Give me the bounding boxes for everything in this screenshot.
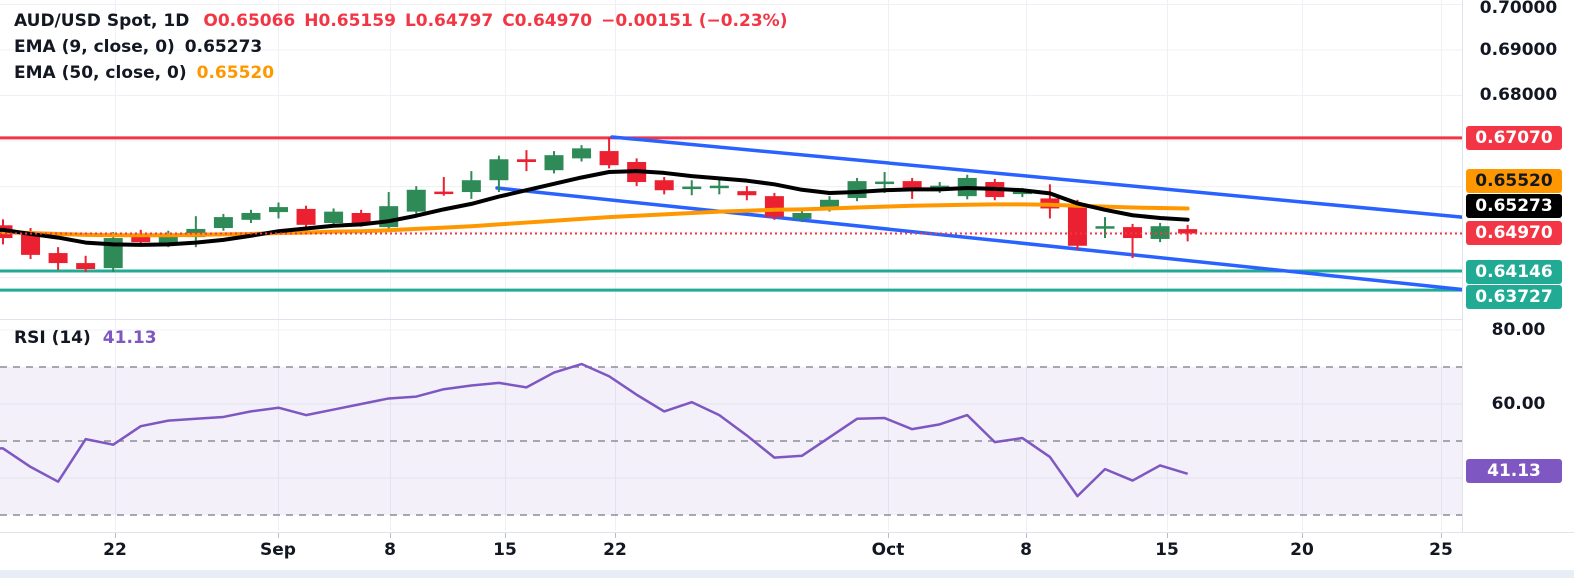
time-axis-label: 15 <box>1155 540 1179 560</box>
candle-body-up <box>489 159 509 181</box>
time-axis-label: 8 <box>1020 540 1032 560</box>
ema50-label: EMA (50, close, 0) <box>14 63 187 83</box>
ema9-label: EMA (9, close, 0) <box>14 37 175 57</box>
time-axis-tick <box>390 533 391 538</box>
candle-body-up <box>213 217 233 229</box>
candle-body-down <box>351 212 371 224</box>
candle-body-down <box>1123 227 1143 239</box>
close-value: C0.64970 <box>502 11 593 31</box>
candle-body-up <box>406 189 426 212</box>
rsi-label: RSI (14) <box>14 328 91 348</box>
ema50-line[interactable] <box>0 202 1190 238</box>
time-axis-tick <box>115 533 116 538</box>
candle-body-down <box>902 181 922 191</box>
candle-body-up <box>269 207 288 213</box>
high-value: H0.65159 <box>304 11 396 31</box>
trendline[interactable] <box>610 135 1464 219</box>
candle-body-down <box>516 159 536 163</box>
low-value: L0.64797 <box>404 11 494 31</box>
candle-body-down <box>434 191 454 195</box>
time-axis-tick <box>615 533 616 538</box>
candle-body-down <box>737 191 757 196</box>
candle-body-up <box>461 180 481 193</box>
price-axis-label: 0.70000 <box>1479 0 1558 18</box>
ema9-line[interactable] <box>0 169 1190 247</box>
price-axis-label: 0.69000 <box>1479 40 1558 60</box>
price-axis-badge: 0.65273 <box>1466 194 1562 218</box>
ema50-row[interactable]: EMA (50, close, 0) 0.65520 <box>14 60 796 86</box>
bottom-strip <box>0 570 1574 578</box>
candle-body-down <box>1067 204 1087 246</box>
candle-body-up <box>324 211 344 224</box>
time-axis-tick <box>505 533 506 538</box>
time-axis-label: Oct <box>871 540 905 560</box>
pane-separator[interactable] <box>0 319 1574 320</box>
rsi-axis-badge: 41.13 <box>1466 459 1562 483</box>
candle-body-down <box>76 263 96 269</box>
price-axis[interactable]: 0.70000 0.69000 0.68000 0.67070 0.65520 0.652… <box>1463 0 1574 532</box>
candle-body-up <box>847 181 867 198</box>
symbol-row[interactable]: AUD/USD Spot, 1D O0.65066 H0.65159 L0.64797… <box>14 8 796 34</box>
candle-body-up <box>1012 191 1032 195</box>
candle-body-down <box>131 235 151 243</box>
candle-body-down <box>599 151 619 166</box>
candle-body-down <box>654 180 674 191</box>
candle-body-down <box>48 253 68 264</box>
price-axis-badge: 0.65520 <box>1466 169 1562 193</box>
candle-body-up <box>682 186 702 190</box>
time-axis-label: 15 <box>493 540 517 560</box>
trendline[interactable] <box>495 186 1464 292</box>
time-axis-label: 22 <box>103 540 127 560</box>
candle-body-up <box>241 212 261 220</box>
price-axis-separator <box>1462 0 1463 532</box>
price-axis-badge: 0.67070 <box>1466 126 1562 150</box>
price-axis-badge: 0.64146 <box>1466 260 1562 284</box>
open-value: O0.65066 <box>203 11 296 31</box>
candle-body-up <box>572 148 592 159</box>
candle-body-down <box>764 196 784 218</box>
time-axis-label: 25 <box>1429 540 1453 560</box>
rsi-value: 41.13 <box>102 328 157 348</box>
candle-body-up <box>792 212 812 219</box>
time-axis-tick <box>888 533 889 538</box>
time-axis-tick <box>1441 533 1442 538</box>
price-axis-badge: 0.63727 <box>1466 285 1562 309</box>
candle-body-up <box>820 199 839 209</box>
symbol-title: AUD/USD Spot, 1D <box>14 11 190 31</box>
time-axis-tick <box>1167 533 1168 538</box>
rsi-line[interactable] <box>0 362 1189 498</box>
candle-body-up <box>1095 226 1115 229</box>
candle-body-up <box>709 185 729 189</box>
price-axis-label: 0.68000 <box>1479 85 1558 105</box>
time-axis-label: Sep <box>260 540 296 560</box>
time-axis-tick <box>1302 533 1303 538</box>
candle-body-down <box>1178 229 1198 234</box>
rsi-axis-label: 80.00 <box>1491 320 1546 340</box>
time-axis-label: 22 <box>603 540 627 560</box>
time-axis-label: 8 <box>384 540 396 560</box>
price-axis-badge: 0.64970 <box>1466 221 1562 245</box>
change-value: −0.00151 (−0.23%) <box>601 11 788 31</box>
time-axis-tick <box>1026 533 1027 538</box>
ema50-value: 0.65520 <box>196 63 275 83</box>
time-axis-label: 20 <box>1290 540 1314 560</box>
ema9-value: 0.65273 <box>184 37 263 57</box>
candle-body-down <box>296 208 316 225</box>
ema9-row[interactable]: EMA (9, close, 0) 0.65273 <box>14 34 796 60</box>
rsi-row[interactable]: RSI (14) 41.13 <box>14 326 157 350</box>
time-axis[interactable]: 22 Sep 8 15 22 Oct 8 15 20 25 <box>0 532 1574 571</box>
candle-body-down <box>21 233 41 255</box>
candle-body-up <box>875 181 895 185</box>
rsi-axis-label: 60.00 <box>1491 394 1546 414</box>
candle-body-up <box>544 155 564 171</box>
candle-body-up <box>158 234 178 244</box>
legend: AUD/USD Spot, 1D O0.65066 H0.65159 L0.64797… <box>14 8 796 86</box>
time-axis-tick <box>278 533 279 538</box>
